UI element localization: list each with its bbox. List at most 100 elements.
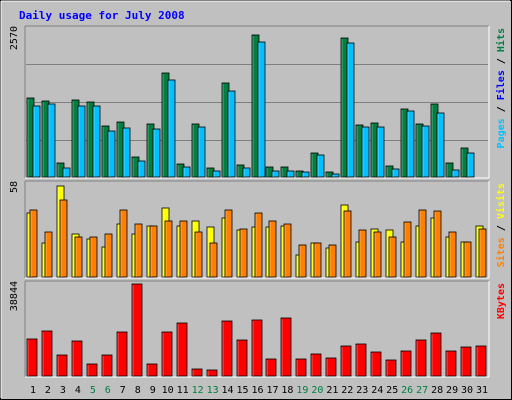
bar-sites-day-23: [358, 229, 367, 278]
bar-pages-day-11: [182, 166, 191, 178]
bar-pages-day-29: [451, 169, 460, 178]
bar-kbytes-day-22: [340, 345, 352, 377]
x-tick-label-day-16: 16: [251, 385, 263, 396]
bar-pages-day-25: [391, 168, 400, 178]
bar-kbytes-day-13: [206, 369, 218, 377]
bar-sites-day-21: [328, 244, 337, 278]
bar-kbytes-day-1: [26, 338, 38, 377]
bar-kbytes-day-8: [131, 283, 143, 377]
bar-pages-day-7: [122, 127, 131, 178]
bar-sites-day-7: [119, 209, 128, 278]
x-tick-label-day-3: 3: [60, 385, 66, 396]
x-tick-label-day-2: 2: [45, 385, 51, 396]
panel-3: 38844 KBytes: [9, 280, 507, 378]
bar-sites-day-26: [403, 221, 412, 278]
bar-sites-day-27: [418, 209, 427, 278]
bar-pages-day-16: [257, 41, 266, 178]
x-tick-label-day-9: 9: [150, 385, 156, 396]
bar-pages-day-4: [77, 105, 86, 178]
bar-sites-day-3: [59, 199, 68, 278]
bar-pages-day-1: [32, 105, 41, 178]
bar-kbytes-day-20: [310, 353, 322, 377]
bar-sites-day-25: [388, 236, 397, 278]
bar-pages-day-15: [242, 167, 251, 178]
bar-kbytes-day-25: [385, 359, 397, 377]
bar-kbytes-day-2: [41, 330, 53, 377]
bar-pages-day-30: [466, 152, 475, 178]
x-tick-label-day-8: 8: [135, 385, 141, 396]
x-tick-label-day-29: 29: [446, 385, 458, 396]
bar-kbytes-day-16: [251, 319, 263, 377]
bar-sites-day-8: [134, 223, 143, 278]
y-axis-label-part: /: [496, 52, 507, 70]
bar-pages-day-23: [361, 126, 370, 178]
y-axis-label-part: Hits: [495, 28, 507, 52]
bar-kbytes-day-31: [475, 345, 487, 377]
bar-sites-day-9: [149, 225, 158, 278]
bar-kbytes-day-29: [445, 350, 457, 377]
chart-title: Daily usage for July 2008: [19, 9, 185, 22]
x-tick-label-day-27: 27: [416, 385, 428, 396]
bar-sites-day-16: [254, 212, 263, 278]
x-tick-label-day-21: 21: [326, 385, 338, 396]
x-axis-labels: 1 2 3 4 5 6 7 8 9 10 11 12 13 14 15 16 17 18 19 20 21 22 23 24 2…: [30, 385, 488, 396]
bar-sites-day-17: [268, 220, 277, 278]
bar-kbytes-day-6: [101, 354, 113, 377]
x-tick-label-day-24: 24: [371, 385, 383, 396]
bar-sites-day-1: [29, 209, 38, 278]
x-tick-label-day-19: 19: [296, 385, 308, 396]
bar-pages-day-20: [316, 154, 325, 178]
bar-kbytes-day-23: [355, 343, 367, 377]
bar-sites-day-28: [433, 210, 442, 278]
x-tick-label-day-25: 25: [386, 385, 398, 396]
x-tick-label-day-1: 1: [30, 385, 36, 396]
bar-kbytes-day-15: [236, 339, 248, 377]
bar-pages-day-9: [152, 128, 161, 178]
bar-kbytes-day-7: [116, 331, 128, 377]
bar-pages-day-3: [62, 167, 71, 178]
bar-sites-day-18: [283, 223, 292, 278]
bar-pages-day-28: [436, 112, 445, 178]
x-tick-label-day-14: 14: [222, 385, 234, 396]
bar-pages-day-18: [286, 170, 295, 178]
y-axis-label-part: Sites: [495, 237, 507, 267]
bar-pages-day-19: [301, 171, 310, 178]
bar-kbytes-day-30: [460, 346, 472, 377]
x-tick-label-day-7: 7: [120, 385, 126, 396]
bar-sites-day-4: [74, 236, 83, 278]
bar-sites-day-31: [478, 228, 487, 278]
y-axis-label-part: /: [496, 219, 507, 237]
bar-sites-day-19: [298, 244, 307, 278]
panel-2: 58 Sites / Visits: [9, 180, 507, 279]
x-tick-label-day-20: 20: [311, 385, 323, 396]
bar-sites-day-11: [179, 220, 188, 278]
bar-sites-day-14: [224, 209, 233, 278]
x-tick-label-day-17: 17: [266, 385, 278, 396]
x-tick-label-day-26: 26: [401, 385, 413, 396]
bar-sites-day-22: [343, 210, 352, 278]
bar-kbytes-day-3: [56, 354, 68, 377]
y-axis-label: Pages / Files / Hits: [495, 28, 507, 148]
x-tick-label-day-5: 5: [90, 385, 96, 396]
bar-kbytes-day-21: [325, 357, 337, 377]
bar-kbytes-day-27: [415, 339, 427, 377]
bar-sites-day-13: [209, 242, 218, 278]
x-tick-label-day-13: 13: [207, 385, 219, 396]
bar-kbytes-day-28: [430, 332, 442, 377]
bar-sites-day-20: [313, 242, 322, 278]
bar-pages-day-2: [47, 103, 56, 178]
x-tick-label-day-6: 6: [105, 385, 111, 396]
bar-pages-day-14: [227, 90, 236, 178]
bar-pages-day-10: [167, 79, 176, 178]
x-tick-label-day-30: 30: [461, 385, 473, 396]
bar-kbytes-day-12: [191, 368, 203, 377]
x-tick-label-day-31: 31: [476, 385, 488, 396]
bar-sites-day-10: [164, 220, 173, 278]
x-tick-label-day-22: 22: [341, 385, 353, 396]
bar-sites-day-12: [194, 231, 203, 278]
bar-kbytes-day-9: [146, 363, 158, 377]
panel-1: 2570 Pages / Files / Hits: [9, 25, 507, 179]
bar-kbytes-day-14: [221, 320, 233, 377]
